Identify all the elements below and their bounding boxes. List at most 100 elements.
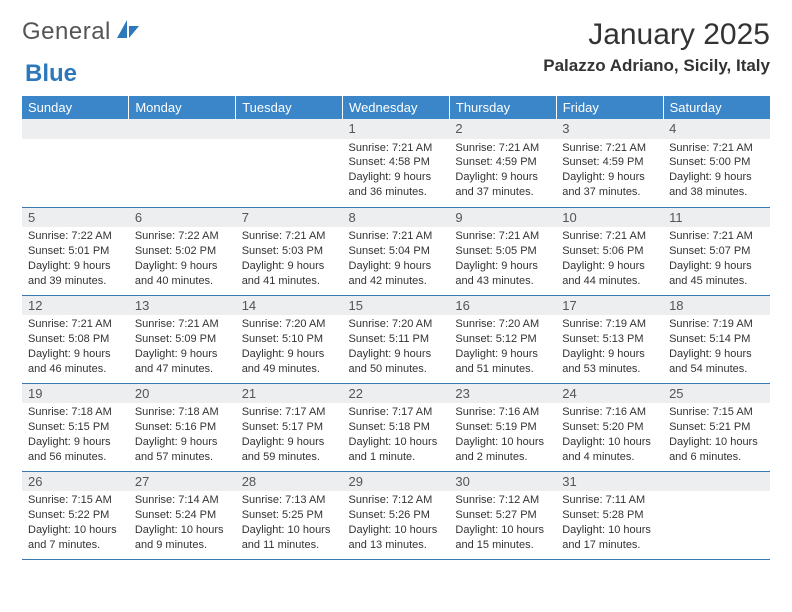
calendar-day-cell: 5Sunrise: 7:22 AMSunset: 5:01 PMDaylight… [22,207,129,295]
day-details: Sunrise: 7:22 AMSunset: 5:02 PMDaylight:… [129,227,236,292]
day-details: Sunrise: 7:20 AMSunset: 5:12 PMDaylight:… [449,315,556,380]
day-details: Sunrise: 7:21 AMSunset: 5:03 PMDaylight:… [236,227,343,292]
brand-word1: General [22,18,111,46]
day-details: Sunrise: 7:18 AMSunset: 5:15 PMDaylight:… [22,403,129,468]
day-details: Sunrise: 7:12 AMSunset: 5:27 PMDaylight:… [449,491,556,556]
day-number: 16 [449,296,556,316]
location-title: Palazzo Adriano, Sicily, Italy [543,56,770,76]
day-number-empty [663,472,770,492]
day-number: 1 [343,119,450,139]
day-details-empty [129,139,236,195]
calendar-day-cell: 19Sunrise: 7:18 AMSunset: 5:15 PMDayligh… [22,383,129,471]
day-number: 15 [343,296,450,316]
sail-icon [115,18,141,45]
calendar-day-cell: 20Sunrise: 7:18 AMSunset: 5:16 PMDayligh… [129,383,236,471]
day-number: 23 [449,384,556,404]
weekday-header: Sunday [22,96,129,119]
calendar-day-cell: 17Sunrise: 7:19 AMSunset: 5:13 PMDayligh… [556,295,663,383]
day-details: Sunrise: 7:21 AMSunset: 5:08 PMDaylight:… [22,315,129,380]
day-details: Sunrise: 7:21 AMSunset: 5:09 PMDaylight:… [129,315,236,380]
day-details: Sunrise: 7:14 AMSunset: 5:24 PMDaylight:… [129,491,236,556]
calendar-day-cell: 14Sunrise: 7:20 AMSunset: 5:10 PMDayligh… [236,295,343,383]
calendar-week-row: 5Sunrise: 7:22 AMSunset: 5:01 PMDaylight… [22,207,770,295]
calendar-day-cell [22,119,129,207]
day-details: Sunrise: 7:15 AMSunset: 5:22 PMDaylight:… [22,491,129,556]
day-details: Sunrise: 7:21 AMSunset: 5:05 PMDaylight:… [449,227,556,292]
calendar-week-row: 12Sunrise: 7:21 AMSunset: 5:08 PMDayligh… [22,295,770,383]
calendar-day-cell: 24Sunrise: 7:16 AMSunset: 5:20 PMDayligh… [556,383,663,471]
day-number: 11 [663,208,770,228]
calendar-day-cell: 29Sunrise: 7:12 AMSunset: 5:26 PMDayligh… [343,471,450,559]
calendar-week-row: 19Sunrise: 7:18 AMSunset: 5:15 PMDayligh… [22,383,770,471]
day-number: 3 [556,119,663,139]
day-number: 29 [343,472,450,492]
calendar-day-cell [236,119,343,207]
brand-word2: Blue [25,60,77,87]
weekday-header: Friday [556,96,663,119]
calendar-table: Sunday Monday Tuesday Wednesday Thursday… [22,96,770,560]
calendar-day-cell: 27Sunrise: 7:14 AMSunset: 5:24 PMDayligh… [129,471,236,559]
day-details: Sunrise: 7:20 AMSunset: 5:11 PMDaylight:… [343,315,450,380]
day-number: 28 [236,472,343,492]
brand-logo: General [22,18,143,46]
day-details: Sunrise: 7:19 AMSunset: 5:14 PMDaylight:… [663,315,770,380]
weekday-header: Tuesday [236,96,343,119]
day-details: Sunrise: 7:16 AMSunset: 5:19 PMDaylight:… [449,403,556,468]
calendar-day-cell: 21Sunrise: 7:17 AMSunset: 5:17 PMDayligh… [236,383,343,471]
day-details: Sunrise: 7:20 AMSunset: 5:10 PMDaylight:… [236,315,343,380]
day-details: Sunrise: 7:18 AMSunset: 5:16 PMDaylight:… [129,403,236,468]
day-number: 24 [556,384,663,404]
calendar-day-cell: 26Sunrise: 7:15 AMSunset: 5:22 PMDayligh… [22,471,129,559]
day-number: 30 [449,472,556,492]
day-number: 20 [129,384,236,404]
day-details: Sunrise: 7:21 AMSunset: 4:58 PMDaylight:… [343,139,450,204]
day-details: Sunrise: 7:21 AMSunset: 5:06 PMDaylight:… [556,227,663,292]
day-details: Sunrise: 7:22 AMSunset: 5:01 PMDaylight:… [22,227,129,292]
calendar-day-cell: 1Sunrise: 7:21 AMSunset: 4:58 PMDaylight… [343,119,450,207]
day-details: Sunrise: 7:21 AMSunset: 4:59 PMDaylight:… [449,139,556,204]
day-number: 13 [129,296,236,316]
calendar-day-cell: 31Sunrise: 7:11 AMSunset: 5:28 PMDayligh… [556,471,663,559]
title-block: January 2025 Palazzo Adriano, Sicily, It… [543,18,770,76]
day-details: Sunrise: 7:21 AMSunset: 4:59 PMDaylight:… [556,139,663,204]
calendar-week-row: 1Sunrise: 7:21 AMSunset: 4:58 PMDaylight… [22,119,770,207]
weekday-header: Wednesday [343,96,450,119]
day-details: Sunrise: 7:21 AMSunset: 5:07 PMDaylight:… [663,227,770,292]
day-number-empty [22,119,129,139]
calendar-day-cell: 16Sunrise: 7:20 AMSunset: 5:12 PMDayligh… [449,295,556,383]
day-number: 18 [663,296,770,316]
day-details: Sunrise: 7:12 AMSunset: 5:26 PMDaylight:… [343,491,450,556]
day-details: Sunrise: 7:16 AMSunset: 5:20 PMDaylight:… [556,403,663,468]
day-number: 7 [236,208,343,228]
day-number: 31 [556,472,663,492]
calendar-day-cell: 18Sunrise: 7:19 AMSunset: 5:14 PMDayligh… [663,295,770,383]
day-details: Sunrise: 7:17 AMSunset: 5:17 PMDaylight:… [236,403,343,468]
day-details: Sunrise: 7:15 AMSunset: 5:21 PMDaylight:… [663,403,770,468]
weekday-header: Thursday [449,96,556,119]
day-details: Sunrise: 7:13 AMSunset: 5:25 PMDaylight:… [236,491,343,556]
day-number: 21 [236,384,343,404]
day-number: 25 [663,384,770,404]
day-details: Sunrise: 7:21 AMSunset: 5:00 PMDaylight:… [663,139,770,204]
calendar-day-cell: 9Sunrise: 7:21 AMSunset: 5:05 PMDaylight… [449,207,556,295]
day-number: 9 [449,208,556,228]
calendar-day-cell: 7Sunrise: 7:21 AMSunset: 5:03 PMDaylight… [236,207,343,295]
day-number: 2 [449,119,556,139]
day-number: 10 [556,208,663,228]
day-details: Sunrise: 7:17 AMSunset: 5:18 PMDaylight:… [343,403,450,468]
day-number: 12 [22,296,129,316]
day-details: Sunrise: 7:19 AMSunset: 5:13 PMDaylight:… [556,315,663,380]
calendar-day-cell [663,471,770,559]
calendar-day-cell: 12Sunrise: 7:21 AMSunset: 5:08 PMDayligh… [22,295,129,383]
day-number-empty [129,119,236,139]
day-number: 27 [129,472,236,492]
weekday-header-row: Sunday Monday Tuesday Wednesday Thursday… [22,96,770,119]
calendar-day-cell: 22Sunrise: 7:17 AMSunset: 5:18 PMDayligh… [343,383,450,471]
day-number: 5 [22,208,129,228]
day-details-empty [22,139,129,195]
calendar-day-cell [129,119,236,207]
calendar-day-cell: 15Sunrise: 7:20 AMSunset: 5:11 PMDayligh… [343,295,450,383]
weekday-header: Monday [129,96,236,119]
day-number: 19 [22,384,129,404]
day-number: 17 [556,296,663,316]
